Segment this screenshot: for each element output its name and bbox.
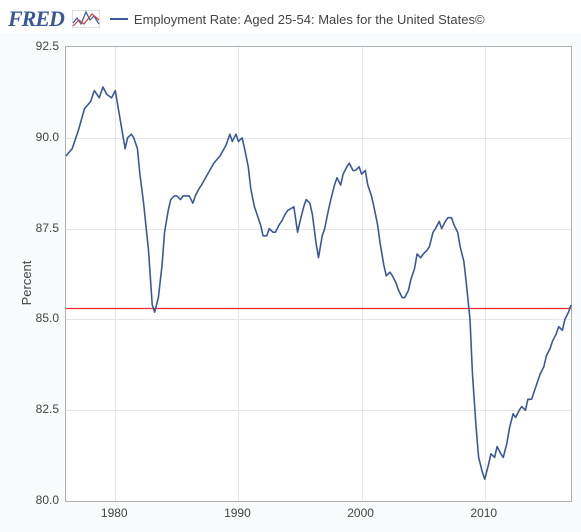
- x-tick-label: 2010: [470, 506, 497, 520]
- legend-line-swatch: [110, 18, 128, 20]
- y-axis-label: Percent: [19, 261, 34, 306]
- x-tick-label: 1980: [101, 506, 128, 520]
- plot-area: [65, 46, 572, 502]
- chart-container: Percent 80.0 82.5 85.0 87.5 90.0 92.5 1980 1990…: [0, 34, 581, 532]
- legend-text: Employment Rate: Aged 25-54: Males for t…: [134, 12, 485, 27]
- series-line: [66, 87, 571, 479]
- y-tick-label: 82.5: [19, 402, 59, 416]
- y-tick-label: 92.5: [19, 39, 59, 53]
- chart-header: FRED Employment Rate: Aged 25-54: Males …: [0, 0, 581, 34]
- y-tick-label: 85.0: [19, 311, 59, 325]
- y-tick-label: 87.5: [19, 221, 59, 235]
- chart-svg: [66, 47, 571, 501]
- fred-chart-icon: [72, 10, 100, 28]
- fred-logo-text: FRED: [8, 6, 64, 32]
- y-tick-label: 90.0: [19, 130, 59, 144]
- y-tick-label: 80.0: [19, 493, 59, 507]
- x-tick-label: 2000: [347, 506, 374, 520]
- x-tick-label: 1990: [224, 506, 251, 520]
